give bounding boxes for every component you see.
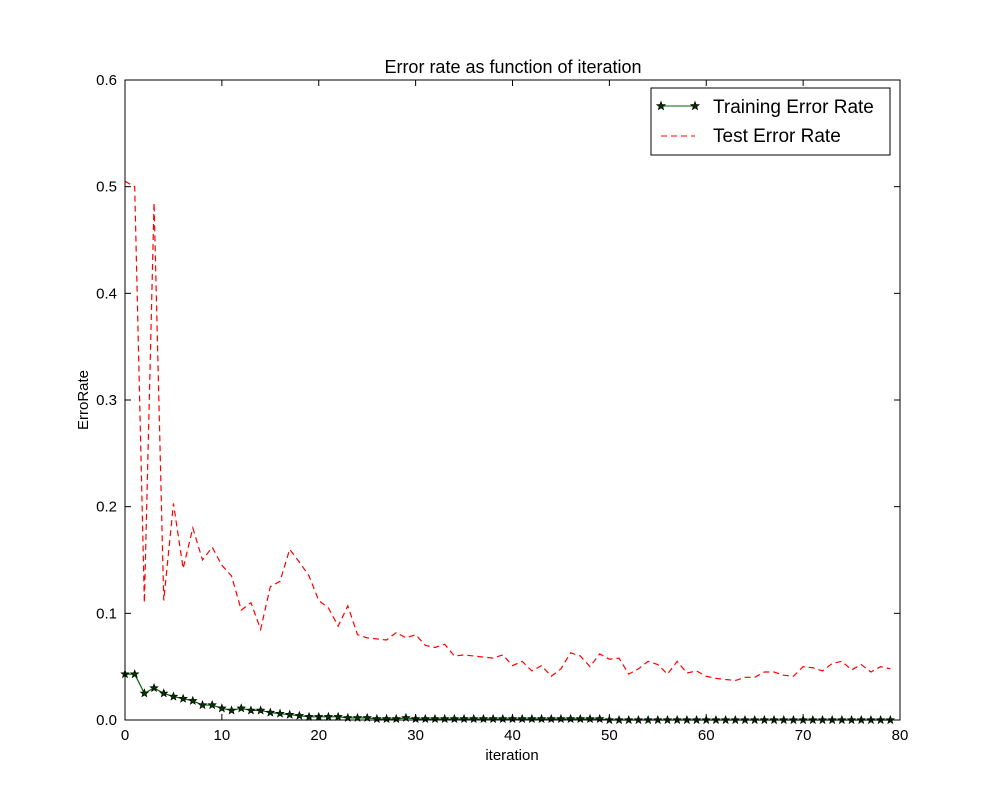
legend-training-label: Training Error Rate [713, 97, 874, 118]
training-error-marker [207, 700, 217, 710]
x-tick-label: 0 [121, 727, 129, 744]
training-error-marker [536, 713, 547, 724]
training-error-marker [565, 713, 576, 724]
training-error-marker [284, 709, 295, 719]
ticks-layer: 0 10 20 30 40 50 60 70 80 0.0 0.1 0.2 0.3 0.4 0.5 0.6 [96, 72, 908, 744]
training-error-marker [255, 705, 266, 715]
training-error-marker [168, 691, 179, 701]
y-tick-label: 0.0 [96, 712, 117, 729]
x-tick-label: 50 [601, 727, 618, 744]
training-error-marker [294, 710, 305, 720]
training-error-marker [556, 713, 566, 724]
training-error-marker [333, 711, 343, 721]
training-error-marker [381, 713, 392, 724]
x-tick-label: 20 [310, 727, 327, 744]
training-error-marker [420, 713, 431, 724]
training-error-marker [488, 713, 498, 724]
y-tick-label: 0.4 [96, 285, 117, 302]
training-error-marker [575, 713, 586, 724]
training-error-marker [449, 713, 460, 724]
training-error-marker [546, 713, 557, 724]
training-error-marker [246, 705, 256, 715]
training-error-marker [468, 713, 479, 724]
training-error-marker [459, 713, 469, 724]
training-error-marker [265, 707, 276, 717]
legend-box [650, 87, 891, 156]
x-tick-label: 70 [795, 727, 812, 744]
training-error-marker [391, 713, 402, 724]
x-axis-label: iteration [485, 747, 538, 764]
x-tick-label: 60 [698, 727, 715, 744]
training-error-marker [236, 703, 247, 713]
y-tick-label: 0.2 [96, 499, 117, 516]
training-error-marker [478, 713, 489, 724]
training-error-marker [439, 713, 450, 724]
chart-title: Error rate as function of iteration [384, 57, 641, 77]
x-tick-label: 80 [892, 727, 909, 744]
training-error-marker [304, 711, 314, 721]
legend-training-marker-left [655, 100, 667, 111]
training-error-marker [158, 688, 169, 698]
legend-training-marker-right [689, 100, 701, 111]
training-error-marker [323, 711, 334, 721]
training-error-marker [178, 693, 188, 703]
training-error-marker [527, 713, 537, 724]
training-error-marker [197, 700, 208, 710]
training-error-marker [275, 708, 285, 718]
y-tick-label: 0.3 [96, 392, 117, 409]
training-error-marker [149, 682, 159, 693]
training-error-marker [430, 713, 440, 724]
y-tick-label: 0.6 [96, 72, 117, 89]
training-error-marker [594, 713, 605, 724]
x-tick-label: 30 [407, 727, 424, 744]
training-error-marker [217, 703, 227, 713]
y-axis-label: ErroRate [75, 370, 92, 430]
training-error-marker [498, 713, 508, 724]
legend: Training Error Rate Test Error Rate [650, 87, 891, 156]
x-tick-label: 10 [214, 727, 231, 744]
training-error-marker [188, 695, 198, 705]
training-error-marker [585, 713, 595, 724]
training-error-marker [139, 688, 150, 698]
test-error-line [124, 180, 891, 682]
legend-test-label: Test Error Rate [713, 126, 841, 147]
y-tick-label: 0.5 [96, 179, 117, 196]
training-error-marker [372, 713, 382, 724]
training-error-marker [129, 669, 140, 679]
training-error-marker [226, 705, 237, 715]
y-tick-label: 0.1 [96, 605, 117, 622]
x-tick-label: 40 [504, 727, 521, 744]
training-error-marker [517, 713, 527, 724]
